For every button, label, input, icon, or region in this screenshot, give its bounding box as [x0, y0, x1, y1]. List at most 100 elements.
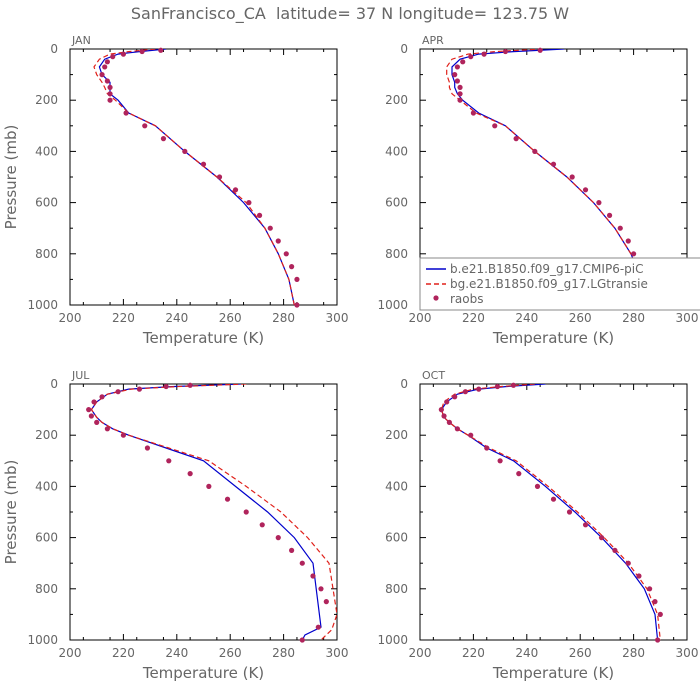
obs-point [582, 522, 589, 528]
x-tick-label: 260 [219, 311, 242, 325]
obs-point [115, 389, 121, 395]
obs-point [232, 187, 239, 193]
x-tick-label: 260 [569, 311, 592, 325]
x-tick-label: 220 [462, 646, 485, 660]
obs-point [625, 238, 631, 244]
obs-point [259, 522, 265, 528]
obs-point [158, 47, 164, 53]
y-tick-label: 600 [35, 531, 58, 545]
obs-point [299, 637, 305, 643]
model1-line [98, 49, 295, 305]
obs-point [596, 200, 602, 206]
model2-line [90, 384, 337, 640]
obs-point [187, 471, 193, 477]
obs-point [468, 432, 474, 438]
obs-point [88, 413, 94, 419]
obs-point [454, 64, 460, 70]
obs-point [86, 407, 92, 413]
obs-point [123, 110, 129, 116]
obs-point [631, 251, 637, 257]
obs-point [582, 187, 589, 193]
obs-point [104, 78, 110, 84]
y-tick-label: 800 [385, 247, 408, 261]
y-axis-label: Pressure (mb) [2, 125, 20, 230]
x-axis-label: Temperature (K) [492, 664, 614, 682]
obs-point [166, 458, 172, 464]
obs-point [502, 48, 509, 55]
y-tick-label: 400 [385, 479, 408, 493]
plot-frame [69, 383, 338, 641]
x-tick-label: 280 [272, 311, 295, 325]
legend-label-model1: b.e21.B1850.f09_g17.CMIP6-piC [450, 262, 643, 276]
obs-point [267, 225, 273, 231]
obs-point [441, 413, 447, 419]
obs-point [537, 47, 543, 53]
y-tick-label: 200 [385, 93, 408, 107]
obs-point [569, 174, 575, 180]
model1-line [440, 384, 659, 640]
series-group [90, 384, 337, 640]
model2-line [93, 49, 295, 305]
obs-point [160, 136, 167, 142]
obs-point [657, 611, 663, 618]
obs-point [99, 72, 105, 78]
obs-point [102, 64, 108, 70]
y-tick-label: 600 [35, 196, 58, 210]
obs-point [454, 78, 460, 84]
obs-point [107, 91, 113, 97]
panel-apr: 200 220 240 260 280 300 0 200 400 600 800 1000 APR Te… [377, 34, 700, 347]
y-tick-label: 1000 [27, 633, 58, 647]
y-tick-label: 0 [400, 42, 408, 56]
obs-point [655, 637, 661, 643]
obs-point [120, 51, 126, 57]
x-tick-label: 200 [409, 311, 432, 325]
y-tick-label: 400 [385, 144, 408, 158]
obs-point [294, 276, 300, 282]
legend-swatch-obs [433, 295, 439, 301]
x-tick-label: 280 [272, 646, 295, 660]
obs-point [104, 426, 110, 432]
obs-point [110, 54, 116, 60]
obs-point [299, 560, 305, 566]
y-tick-label: 0 [50, 42, 58, 56]
x-tick-label: 220 [112, 311, 135, 325]
x-tick-label: 240 [165, 646, 188, 660]
x-tick-label: 200 [59, 311, 82, 325]
obs-point [497, 458, 503, 464]
obs-point [468, 54, 474, 60]
obs-point [470, 110, 476, 116]
obs-point [550, 161, 557, 167]
obs-point [462, 389, 468, 395]
obs-point [510, 382, 517, 388]
obs-point [452, 72, 458, 78]
obs-point [534, 483, 541, 489]
obs-point [318, 586, 324, 592]
obs-point [256, 212, 263, 218]
obs-point [481, 51, 487, 57]
obs-point [91, 399, 97, 405]
obs-point [444, 399, 450, 405]
x-tick-label: 260 [219, 646, 242, 660]
series-group [440, 384, 661, 640]
legend-label-obs: raobs [450, 292, 484, 306]
obs-point [513, 136, 519, 142]
y-tick-label: 0 [50, 377, 58, 391]
x-tick-label: 300 [326, 311, 349, 325]
panel-label: JAN [71, 34, 91, 47]
obs-point [652, 599, 658, 605]
obs-point [289, 264, 295, 270]
figure-title: SanFrancisco_CA latitude= 37 N longitude… [131, 4, 569, 24]
obs-point [315, 624, 321, 630]
obs-point [446, 419, 452, 425]
panel-jan: 200 220 240 260 280 300 0 200 400 600 800 1000 JAN Te… [2, 34, 348, 347]
x-tick-label: 200 [59, 646, 82, 660]
obs-point [246, 200, 252, 206]
obs-point [136, 386, 143, 392]
legend: b.e21.B1850.f09_g17.CMIP6-piCbg.e21.B185… [419, 257, 700, 311]
obs-point [163, 383, 169, 390]
obs-point [598, 535, 605, 541]
obs-point [516, 471, 522, 477]
obs-point [144, 445, 151, 451]
obs-point [275, 535, 281, 541]
